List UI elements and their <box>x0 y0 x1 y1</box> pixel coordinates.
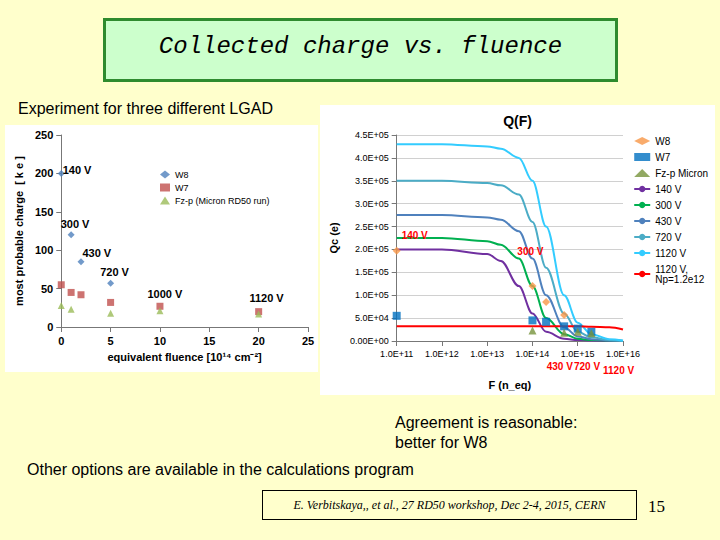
svg-text:720 V: 720 V <box>655 232 681 243</box>
svg-text:W8: W8 <box>175 170 189 180</box>
svg-text:W8: W8 <box>655 136 670 147</box>
svg-text:1.0E+05: 1.0E+05 <box>355 290 389 300</box>
svg-text:140 V: 140 V <box>63 164 92 176</box>
html-text:Experiment for three different: Experiment for three different LGAD <box>18 100 273 117</box>
svg-text:1000 V: 1000 V <box>147 288 183 300</box>
svg-text:2.5E+05: 2.5E+05 <box>355 222 389 232</box>
svg-text:1.0E+12: 1.0E+12 <box>425 349 459 359</box>
svg-text:15: 15 <box>203 335 215 347</box>
svg-text:10: 10 <box>154 335 166 347</box>
html-text:Agreement is reasonable:: Agreement is reasonable: <box>395 414 578 431</box>
svg-text:most probable charge [ k e ]: most probable charge [ k e ] <box>13 156 25 306</box>
svg-text:300 V: 300 V <box>655 200 681 211</box>
svg-text:430 V: 430 V <box>82 247 111 259</box>
svg-text:1.0E+16: 1.0E+16 <box>606 349 640 359</box>
svg-text:150: 150 <box>35 206 53 218</box>
svg-text:430 V: 430 V <box>547 361 573 372</box>
html-text:Collected charge vs. fluence: Collected charge vs. fluence <box>158 33 563 60</box>
svg-text:F (n_eq): F (n_eq) <box>488 379 531 391</box>
html-text:15: 15 <box>648 497 665 516</box>
svg-text:100: 100 <box>35 244 53 256</box>
html-text:Other options are available in: Other options are available in the calcu… <box>27 461 414 478</box>
svg-text:720 V: 720 V <box>574 361 600 372</box>
svg-text:2.0E+05: 2.0E+05 <box>355 244 389 254</box>
svg-text:1.0E+14: 1.0E+14 <box>516 349 550 359</box>
svg-text:1.0E+13: 1.0E+13 <box>470 349 504 359</box>
svg-text:25: 25 <box>302 335 314 347</box>
svg-text:1120 V: 1120 V <box>603 365 634 376</box>
svg-text:300 V: 300 V <box>517 246 543 257</box>
svg-text:equivalent fluence [10¹⁴ cm⁻²]: equivalent fluence [10¹⁴ cm⁻²] <box>107 351 262 363</box>
svg-text:3.5E+05: 3.5E+05 <box>355 176 389 186</box>
svg-text:0: 0 <box>47 321 53 333</box>
svg-text:140 V: 140 V <box>655 184 681 195</box>
svg-text:1.0E+15: 1.0E+15 <box>561 349 595 359</box>
svg-text:1.0E+11: 1.0E+11 <box>380 349 413 359</box>
svg-text:Fz-p Micron: Fz-p Micron <box>655 168 708 179</box>
svg-text:1120 V: 1120 V <box>249 292 284 304</box>
svg-text:4.0E+05: 4.0E+05 <box>355 153 389 163</box>
svg-text:720 V: 720 V <box>100 266 129 278</box>
svg-text:20: 20 <box>253 335 265 347</box>
svg-text:250: 250 <box>35 129 53 141</box>
svg-text:3.0E+05: 3.0E+05 <box>355 199 389 209</box>
svg-text:1120 V: 1120 V <box>655 248 686 259</box>
svg-text:W7: W7 <box>655 152 670 163</box>
svg-text:Qc (e): Qc (e) <box>328 222 340 254</box>
svg-text:5: 5 <box>108 335 114 347</box>
svg-text:5.0E+04: 5.0E+04 <box>355 313 389 323</box>
svg-text:W7: W7 <box>175 183 189 193</box>
svg-text:1120 V,: 1120 V, <box>655 263 691 275</box>
svg-text:50: 50 <box>41 283 53 295</box>
svg-text:1.5E+05: 1.5E+05 <box>355 267 389 277</box>
html-text:E. Verbitskaya,, et al., 27 RD: E. Verbitskaya,, et al., 27 RD50 worksho… <box>293 498 606 512</box>
svg-text:200: 200 <box>35 167 53 179</box>
html-text:better for W8: better for W8 <box>395 434 488 451</box>
svg-text:Np=1.2e12: Np=1.2e12 <box>655 274 705 285</box>
svg-text:300 V: 300 V <box>61 218 90 230</box>
svg-text:0.00E+00: 0.00E+00 <box>350 336 389 346</box>
svg-text:Fz-p (Micron RD50 run): Fz-p (Micron RD50 run) <box>175 196 270 206</box>
svg-text:140 V: 140 V <box>402 230 428 241</box>
svg-text:Q(F): Q(F) <box>503 113 532 129</box>
svg-text:0: 0 <box>58 335 64 347</box>
svg-text:430 V: 430 V <box>655 216 681 227</box>
svg-text:4.5E+05: 4.5E+05 <box>355 130 389 140</box>
